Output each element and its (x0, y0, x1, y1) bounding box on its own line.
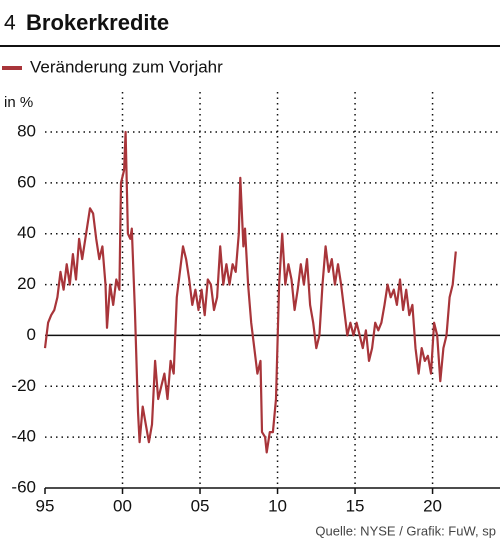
x-tick-label: 05 (191, 496, 210, 515)
y-axis-label: in % (4, 94, 33, 111)
chart-number: 4 (4, 12, 16, 35)
x-tick-label: 00 (113, 496, 132, 515)
x-tick-label: 95 (36, 496, 55, 515)
x-tick-label: 20 (423, 496, 442, 515)
legend-label: Veränderung zum Vorjahr (30, 57, 223, 76)
y-tick-label: 60 (17, 172, 36, 191)
y-tick-label: -20 (11, 376, 36, 395)
source: Quelle: NYSE / Grafik: FuW, sp (315, 523, 496, 538)
data-line (43, 130, 457, 454)
x-tick-label: 10 (268, 496, 287, 515)
y-tick-label: 0 (27, 325, 36, 344)
y-tick-label: 80 (17, 121, 36, 140)
y-tick-label: 40 (17, 223, 36, 242)
y-tick-label: -60 (11, 477, 36, 496)
chart-title: Brokerkredite (26, 10, 169, 35)
y-tick-label: -40 (11, 427, 36, 446)
y-tick-label: 20 (17, 274, 36, 293)
x-tick-label: 15 (346, 496, 365, 515)
